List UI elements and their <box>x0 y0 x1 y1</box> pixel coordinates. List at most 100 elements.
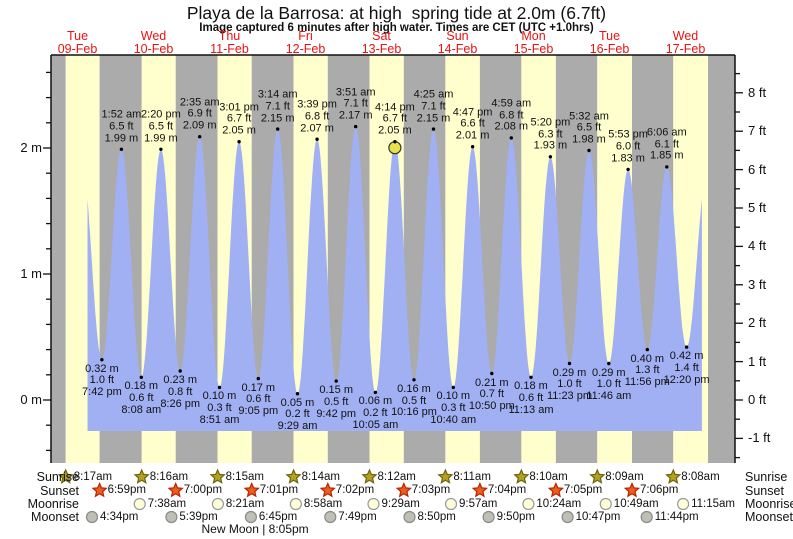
sunrise-time: 8:11am <box>453 470 491 483</box>
y-axis-label-ft: 4 ft <box>748 238 767 254</box>
night-band <box>51 55 66 463</box>
moonset-row-label: Moonset <box>745 510 793 524</box>
moonrise-row-label: Moonrise <box>745 497 793 511</box>
moonrise-icon <box>444 497 458 511</box>
moonset-icon <box>324 510 337 524</box>
tide-low-label: 0.29 m 1.0 ft 11:46 am <box>586 366 632 403</box>
moonset-icon <box>640 510 653 524</box>
y-axis-label-m: 1 m <box>20 266 42 281</box>
tide-point-dot <box>276 127 280 131</box>
tide-point-dot <box>354 124 358 129</box>
sunset-star-icon <box>243 481 260 498</box>
tide-point-dot <box>139 375 143 379</box>
tide-point-dot <box>100 358 104 362</box>
tide-point-dot <box>373 390 378 395</box>
y-axis-label-m: 2 m <box>20 140 42 155</box>
tide-point-dot <box>256 376 260 381</box>
moonset-icon <box>403 510 416 524</box>
tide-low-label: 0.18 m 0.6 ft 11:13 am <box>508 380 554 416</box>
sunrise-star-icon <box>589 468 606 484</box>
y-axis-label-ft: 2 ft <box>748 315 767 331</box>
tide-low-label: 0.29 m 1.0 ft 11:23 pm <box>546 366 593 403</box>
sunrise-time: 8:15am <box>225 470 264 483</box>
y-axis-label-ft: 6 ft <box>748 161 767 177</box>
tide-high-label: 4:47 pm 6.6 ft 2.01 m <box>452 106 493 142</box>
tide-point-dot <box>334 379 338 383</box>
day-label: Tue 09-Feb <box>57 29 98 56</box>
sunset-star-icon <box>547 481 565 498</box>
tide-point-dot <box>567 361 572 366</box>
moonrise-time: 8:21am <box>225 497 265 510</box>
moonset-time: 7:49pm <box>338 510 377 523</box>
tide-high-label: 2:20 pm 6.5 ft 1.99 m <box>141 108 181 145</box>
y-axis-label-ft: 0 ft <box>748 392 767 407</box>
moonrise-row-label: Moonrise <box>27 497 79 511</box>
day-label: Thu 11-Feb <box>210 29 249 56</box>
sunrise-row-label: Sunrise <box>36 470 79 484</box>
moonrise-time: 10:24am <box>536 497 582 510</box>
sunrise-star-icon <box>437 468 454 484</box>
day-label: Sat 13-Feb <box>361 29 402 56</box>
sunrise-time: 8:17am <box>73 470 113 483</box>
tide-high-label: 6:06 am 6.1 ft 1.85 m <box>646 126 687 163</box>
tide-point-dot <box>237 140 241 144</box>
moonrise-time: 10:49am <box>613 497 659 510</box>
day-label: Fri 12-Feb <box>285 29 326 56</box>
tide-high-label: 3:01 pm 6.7 ft 2.05 m <box>219 101 259 137</box>
moonset-time: 8:50pm <box>417 510 456 523</box>
tide-high-label: 4:59 am 6.8 ft 2.08 m <box>491 97 532 134</box>
tide-point-dot <box>315 137 319 141</box>
moonrise-icon <box>367 497 380 511</box>
tide-point-dot <box>645 347 649 352</box>
tide-point-dot <box>198 135 202 139</box>
moonset-time: 11:44pm <box>654 510 699 523</box>
day-label: Wed 10-Feb <box>133 29 174 56</box>
sunset-star-icon <box>395 481 412 498</box>
sunset-time: 6:59pm <box>107 484 146 496</box>
tide-point-dot <box>607 361 611 366</box>
tide-point-dot <box>412 378 416 382</box>
tide-low-label: 0.21 m 0.7 ft 10:50 pm <box>468 376 515 413</box>
page-title: Playa de la Barrosa: at high spring tide… <box>186 3 607 23</box>
tide-high-label: 5:20 pm 6.3 ft 1.93 m <box>530 116 571 152</box>
tide-point-dot <box>431 127 436 131</box>
sunrise-star-icon <box>665 468 682 484</box>
sunrise-star-icon <box>513 468 530 484</box>
y-axis-label-ft: 5 ft <box>748 200 767 215</box>
tide-curve <box>87 126 702 431</box>
tide-point-dot <box>548 155 553 159</box>
y-axis-label-ft: 3 ft <box>748 276 767 292</box>
tide-point-dot <box>393 140 397 144</box>
moonset-icon <box>561 510 574 524</box>
moonset-time: 5:39pm <box>179 510 218 523</box>
sunset-star-icon <box>319 481 336 498</box>
tide-point-dot <box>470 145 475 149</box>
tide-low-label: 0.10 m 0.3 ft 8:51 am <box>199 390 240 426</box>
moonrise-icon <box>289 497 302 511</box>
chart-subtitle: Image captured 6 minutes after high wate… <box>199 22 594 34</box>
y-axis-label-m: 0 m <box>20 392 42 407</box>
moonrise-icon <box>211 497 224 511</box>
day-label: Tue 16-Feb <box>589 29 630 56</box>
tide-high-label: 2:35 am 6.9 ft 2.09 m <box>179 96 220 132</box>
moonset-time: 4:34pm <box>100 510 139 523</box>
day-label: Wed 17-Feb <box>665 29 706 56</box>
tide-low-label: 0.10 m 0.3 ft 10:40 am <box>430 390 477 426</box>
moonset-time: 9:50pm <box>496 510 535 523</box>
y-axis-label-ft: 7 ft <box>748 123 767 139</box>
tide-high-label: 5:32 am 6.5 ft 1.98 m <box>569 110 609 146</box>
moonrise-time: 11:15am <box>691 497 735 510</box>
sunset-time: 7:06pm <box>640 484 679 496</box>
tide-low-label: 0.23 m 0.8 ft 8:26 pm <box>160 374 201 410</box>
sunrise-star-icon <box>133 468 150 484</box>
tide-low-label: 0.18 m 0.6 ft 8:08 am <box>121 380 162 416</box>
tide-low-label: 0.32 m 1.0 ft 7:42 pm <box>82 362 122 399</box>
sunrise-row-label: Sunrise <box>745 470 788 484</box>
tide-low-label: 0.05 m 0.2 ft 9:29 am <box>277 396 318 433</box>
tide-low-label: 0.40 m 1.3 ft 11:56 pm <box>624 352 670 389</box>
tide-point-dot <box>529 375 533 379</box>
moonrise-time: 7:38am <box>147 497 187 510</box>
sunset-time: 7:04pm <box>487 484 527 496</box>
